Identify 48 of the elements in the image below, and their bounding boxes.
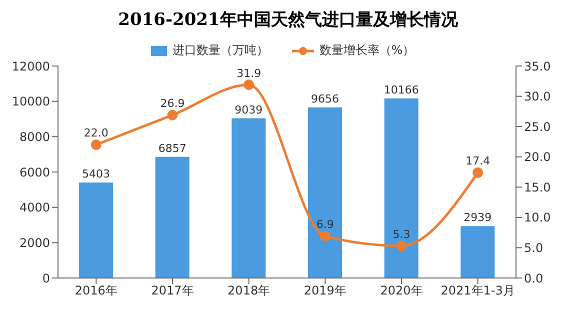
data-label: 9039 bbox=[234, 103, 263, 116]
y-tick-label: 8000 bbox=[19, 130, 50, 144]
data-label: 9656 bbox=[311, 92, 339, 106]
y-tick-label: 12000 bbox=[12, 59, 50, 74]
y-tick-label: 6000 bbox=[19, 165, 50, 180]
data-label: 10166 bbox=[384, 83, 419, 96]
x-tick-label: 2021年1-3月 bbox=[440, 284, 515, 298]
data-label: 5.3 bbox=[392, 228, 410, 241]
y2-tick-label: 0.0 bbox=[524, 271, 544, 286]
data-label: 6857 bbox=[158, 142, 186, 155]
legend-label: 进口数量（万吨） bbox=[171, 42, 268, 59]
data-label: 31.9 bbox=[236, 66, 262, 80]
x-tick-label: 2016年 bbox=[74, 284, 118, 298]
legend-label: 数量增长率（%） bbox=[318, 42, 415, 59]
y-tick-label: 0 bbox=[42, 271, 50, 286]
y2-tick-label: 25.0 bbox=[524, 120, 551, 134]
data-label: 26.9 bbox=[160, 97, 185, 110]
y2-tick-label: 10.0 bbox=[524, 210, 551, 225]
x-tick-label: 2018年 bbox=[228, 284, 270, 298]
data-label: 6.9 bbox=[316, 218, 334, 232]
chart-title: 2016-2021年中国天然气进口量及增长情况 bbox=[117, 9, 459, 32]
y-tick-label: 2000 bbox=[19, 236, 50, 250]
data-label: 2939 bbox=[464, 211, 492, 224]
x-tick-label: 2019年 bbox=[304, 284, 346, 298]
bar bbox=[155, 156, 190, 278]
point bbox=[167, 110, 178, 120]
y2-tick-label: 5.0 bbox=[524, 240, 544, 255]
x-tick-label: 2017年 bbox=[151, 284, 194, 298]
point bbox=[396, 240, 407, 252]
point bbox=[472, 167, 484, 178]
data-label: 5403 bbox=[82, 168, 110, 181]
bar bbox=[384, 98, 418, 278]
y-tick-label: 4000 bbox=[19, 200, 50, 215]
point bbox=[320, 230, 330, 242]
y2-tick-label: 20.0 bbox=[524, 150, 551, 164]
y2-tick-label: 15.0 bbox=[524, 180, 551, 194]
bar bbox=[79, 182, 113, 278]
point bbox=[244, 80, 254, 90]
y-tick-label: 10000 bbox=[12, 94, 50, 109]
data-label: 17.4 bbox=[466, 154, 490, 168]
bar bbox=[460, 226, 495, 278]
bar bbox=[232, 118, 266, 278]
point bbox=[90, 139, 102, 150]
y2-tick-label: 35.0 bbox=[524, 59, 551, 74]
y2-tick-label: 30.0 bbox=[524, 90, 551, 104]
bar bbox=[308, 107, 342, 278]
x-tick-label: 2020年 bbox=[380, 284, 423, 298]
data-label: 22.0 bbox=[84, 126, 108, 140]
